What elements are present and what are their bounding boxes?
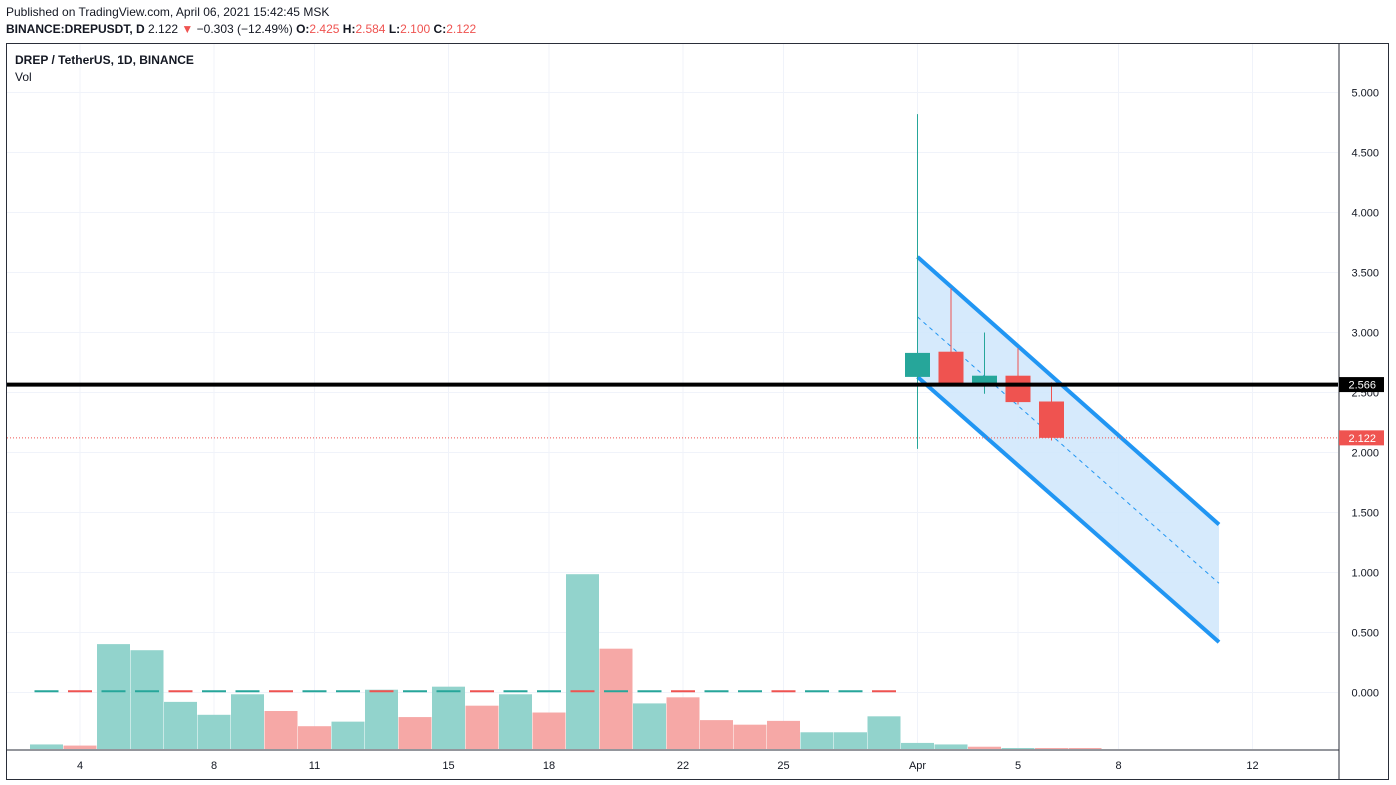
low-value: 2.100	[400, 22, 431, 36]
volume-bar	[934, 744, 968, 749]
time-tick-label: 5	[1015, 760, 1021, 772]
chart-frame[interactable]	[6, 43, 1389, 780]
price-tick-label: 5.000	[1351, 88, 1379, 100]
published-line: Published on TradingView.com, April 06, …	[6, 5, 330, 19]
price-tick-label: 3.500	[1351, 268, 1379, 280]
close-value: 2.122	[446, 22, 477, 36]
price-tick-label: 4.000	[1351, 208, 1379, 220]
legend-vol: Vol	[15, 70, 32, 84]
time-tick-label: 11	[309, 760, 320, 772]
volume-bar	[633, 703, 666, 749]
time-tick-label: 25	[777, 760, 789, 772]
close-label: C:	[433, 22, 447, 36]
price-tick-label: 1.500	[1351, 508, 1379, 520]
regression-channel	[916, 255, 1221, 644]
candle-body	[972, 375, 997, 385]
volume-bar	[63, 745, 97, 749]
price-tick-label: 2.000	[1351, 448, 1379, 460]
volume-bar	[834, 732, 867, 749]
low-label: L:	[388, 22, 401, 36]
channel-mid-line	[917, 316, 1220, 584]
volume-bar	[901, 742, 934, 749]
volume-bar	[1068, 748, 1102, 749]
last-price-tag-bg	[1339, 430, 1384, 446]
price-tick-label: 3.000	[1351, 328, 1379, 340]
volume-bar	[130, 650, 164, 749]
price-tick-label: 0.000	[1351, 688, 1379, 700]
open-value: 2.425	[309, 22, 340, 36]
time-tick-label: Apr	[909, 760, 926, 772]
time-tick-label: 15	[442, 760, 454, 772]
time-axis: 4 8 11 15 18 22 25 Apr 5 8 12	[77, 760, 1259, 772]
channel-upper-line	[916, 255, 1221, 526]
time-tick-label: 8	[211, 760, 217, 772]
hline-price-tag-label: 2.566	[1348, 380, 1376, 392]
volume-bar	[666, 697, 700, 749]
time-tick-label: 4	[77, 760, 83, 772]
candles	[905, 114, 1064, 449]
volume-bar	[365, 689, 398, 749]
candle-body	[1005, 375, 1031, 403]
volume-bar	[197, 714, 231, 749]
candle-body	[905, 352, 930, 377]
price-axis: 5.0004.5004.0003.5003.0002.5002.0001.500…	[1351, 88, 1379, 700]
price-tick-label: 4.500	[1351, 148, 1379, 160]
volume-bar	[800, 732, 834, 749]
volume-bar	[1001, 748, 1035, 749]
volume-bar	[398, 717, 432, 749]
price-tags: 2.566 2.122	[1339, 377, 1384, 446]
price-lines	[7, 382, 1338, 439]
volume-bar	[264, 711, 298, 749]
volume-bar	[733, 724, 767, 749]
volume-bar	[968, 746, 1001, 749]
volume-bar	[532, 712, 566, 749]
price-tick-label: 0.500	[1351, 628, 1379, 640]
volume-bar	[231, 694, 264, 749]
legend-title: DREP / TetherUS, 1D, BINANCE	[15, 53, 194, 67]
volume-bar	[566, 574, 599, 749]
candle-body	[938, 351, 964, 385]
volume-bar	[298, 726, 331, 749]
time-tick-label: 8	[1115, 760, 1121, 772]
price-tick-label: 1.000	[1351, 568, 1379, 580]
volume-bar	[767, 720, 800, 749]
volume-bar	[599, 648, 633, 749]
volume-bar	[499, 694, 532, 749]
volume-bar	[1035, 748, 1068, 749]
grid	[7, 44, 1338, 749]
volume-bar	[867, 716, 901, 749]
symbol: BINANCE:DREPUSDT, D	[6, 22, 145, 36]
volume-bar	[432, 686, 465, 749]
time-tick-label: 12	[1246, 760, 1258, 772]
last-price-tag-label: 2.122	[1348, 433, 1376, 445]
volume-bar	[331, 721, 365, 749]
candle-body	[1039, 401, 1064, 438]
volume-bar	[700, 720, 733, 749]
time-tick-label: 22	[677, 760, 689, 772]
hline-price-tag-bg	[1339, 377, 1384, 393]
volume-bars	[30, 574, 1102, 749]
open-label: O:	[296, 22, 310, 36]
change: −0.303 (−12.49%)	[196, 22, 293, 36]
last-price: 2.122	[148, 22, 179, 36]
time-tick-label: 18	[543, 760, 555, 772]
volume-bar	[164, 701, 197, 749]
volume-bar	[465, 705, 499, 749]
volume-bar	[97, 644, 130, 749]
high-label: H:	[342, 22, 356, 36]
high-value: 2.584	[355, 22, 386, 36]
down-arrow-icon: ▼	[181, 22, 194, 36]
volume-bar	[30, 744, 63, 749]
ohlc-line: BINANCE:DREPUSDT, D 2.122 ▼ −0.303 (−12.…	[6, 22, 476, 36]
channel-lower-line	[916, 375, 1221, 644]
